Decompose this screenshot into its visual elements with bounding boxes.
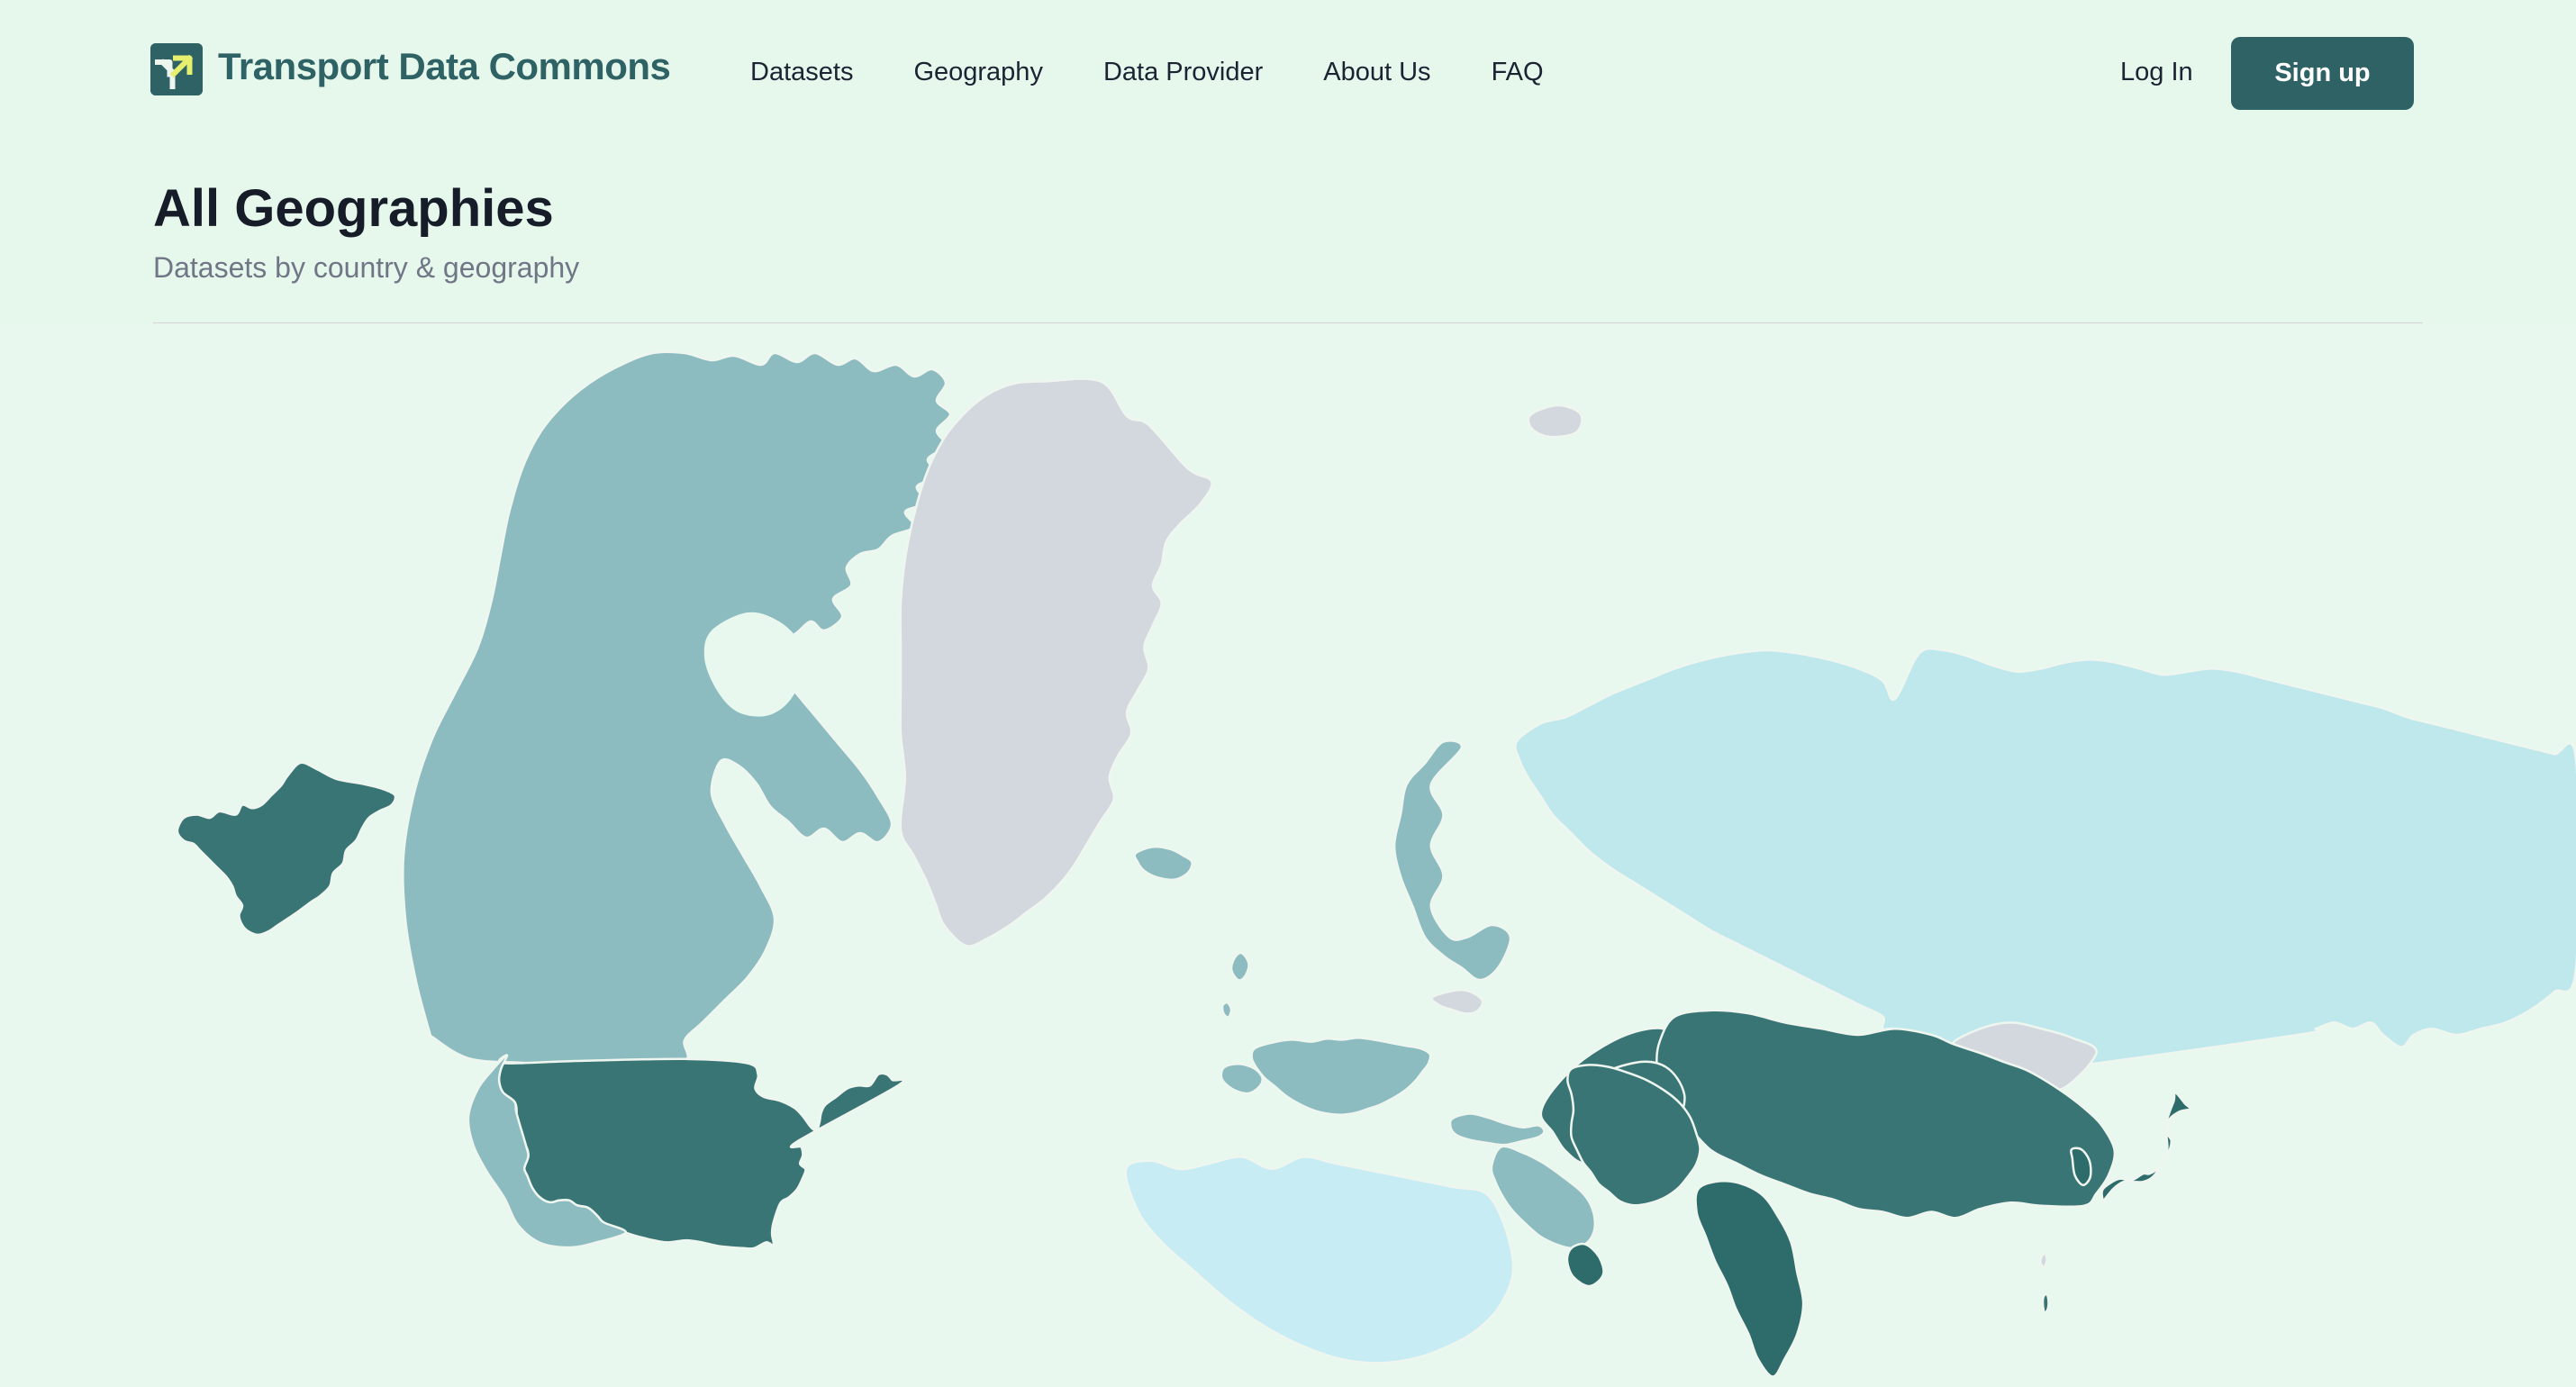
uk	[1231, 953, 1249, 980]
svalbard	[1528, 405, 1583, 437]
seasia	[2043, 1294, 2048, 1312]
taiwan	[2040, 1254, 2046, 1267]
ireland	[1222, 1002, 1231, 1017]
